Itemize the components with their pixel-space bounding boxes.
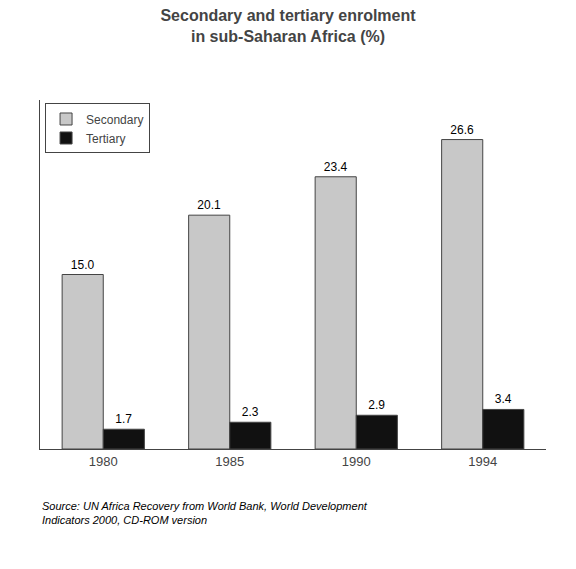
svg-text:1985: 1985: [215, 454, 244, 469]
svg-text:Tertiary: Tertiary: [86, 132, 125, 146]
svg-text:26.6: 26.6: [450, 123, 474, 137]
svg-text:23.4: 23.4: [324, 160, 348, 174]
svg-text:15.0: 15.0: [71, 258, 95, 272]
svg-text:1.7: 1.7: [115, 412, 132, 426]
svg-text:1990: 1990: [342, 454, 371, 469]
svg-text:Source: UN Africa Recovery fro: Source: UN Africa Recovery from World Ba…: [42, 500, 368, 526]
svg-text:Secondary: Secondary: [86, 113, 143, 127]
svg-text:20.1: 20.1: [197, 198, 221, 212]
svg-text:1980: 1980: [89, 454, 118, 469]
svg-text:2.3: 2.3: [242, 405, 259, 419]
svg-text:1994: 1994: [468, 454, 497, 469]
svg-text:3.4: 3.4: [495, 392, 512, 406]
svg-text:2.9: 2.9: [368, 398, 385, 412]
svg-text:Secondary and tertiary enrolme: Secondary and tertiary enrolmentin sub-S…: [160, 7, 416, 45]
